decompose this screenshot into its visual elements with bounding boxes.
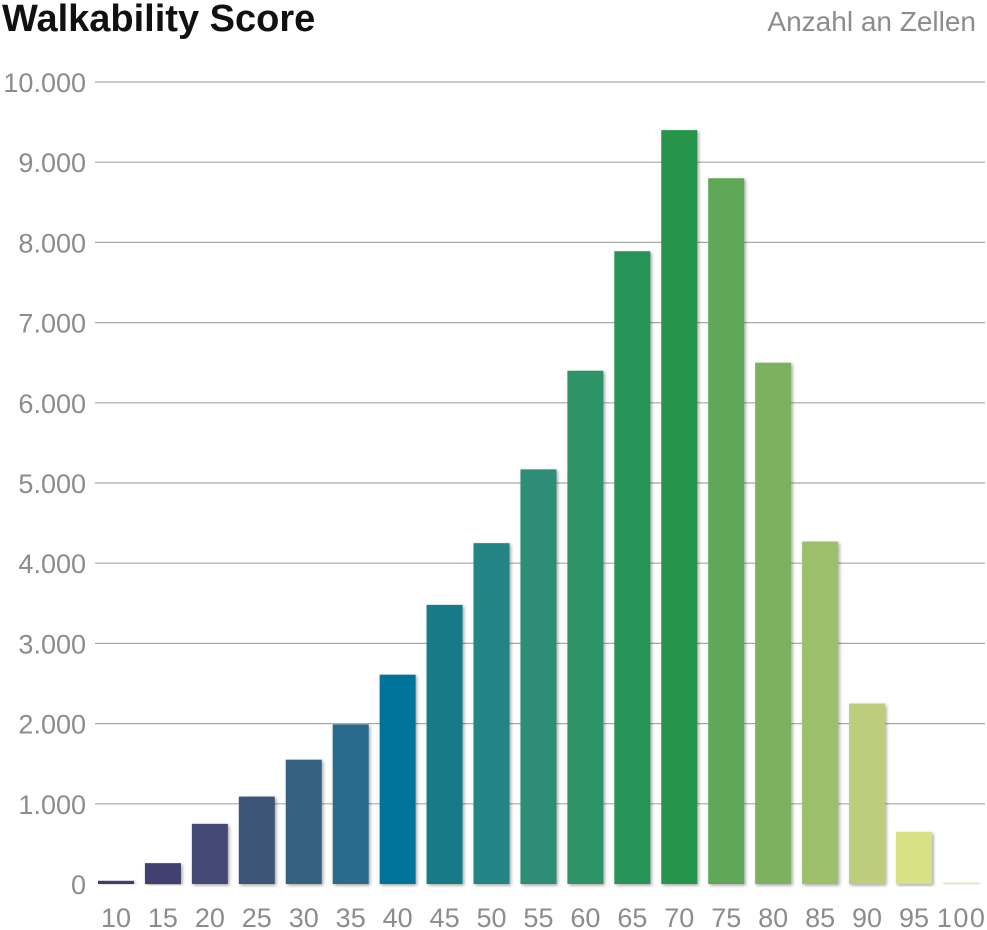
x-tick-label: 100: [937, 903, 985, 930]
bar-35: [332, 724, 369, 884]
y-tick-label: 4.000: [18, 549, 86, 579]
bar-15: [144, 863, 181, 884]
x-tick-label: 95: [899, 903, 929, 930]
x-tick-label: 65: [617, 903, 647, 930]
x-tick-label: 85: [805, 903, 835, 930]
chart-title: Walkability Score: [2, 0, 315, 40]
y-tick-label: 10.000: [3, 68, 86, 98]
bar-85: [802, 541, 839, 884]
y-tick-label: 1.000: [18, 790, 86, 820]
x-tick-label: 45: [430, 903, 460, 930]
bar-25: [238, 796, 275, 884]
y-tick-label: 3.000: [18, 629, 86, 659]
bar-70: [661, 130, 698, 884]
y-tick-label: 6.000: [18, 389, 86, 419]
x-tick-label: 90: [852, 903, 882, 930]
y-tick-label: 0: [71, 870, 86, 900]
bar-80: [755, 362, 792, 884]
bar-75: [708, 178, 745, 885]
x-tick-label: 10: [101, 903, 131, 930]
x-tick-label: 50: [476, 903, 506, 930]
x-tick-label: 20: [195, 903, 225, 930]
y-tick-label: 7.000: [18, 309, 86, 339]
y-tick-label: 2.000: [18, 710, 86, 740]
x-tick-label: 40: [383, 903, 413, 930]
bar-10: [98, 880, 134, 884]
bar-50: [473, 543, 510, 884]
y-tick-label: 8.000: [18, 228, 86, 258]
x-axis-ticks: 10 15 20 25 30 35 40 45 50 55 60 65 70 75 80 85 90 95 100: [101, 903, 985, 930]
x-tick-label: 15: [148, 903, 178, 930]
bar-60: [567, 370, 604, 885]
y-tick-label: 9.000: [18, 148, 86, 178]
x-tick-label: 30: [289, 903, 319, 930]
x-tick-label: 70: [664, 903, 694, 930]
bar-55: [520, 469, 557, 884]
unit-label: Anzahl an Zellen: [767, 6, 976, 37]
x-tick-label: 35: [336, 903, 366, 930]
bar-40: [379, 674, 416, 884]
x-tick-label: 60: [570, 903, 600, 930]
y-axis-ticks: 0 1.000 2.000 3.000 4.000 5.000 6.000 7.000 8.00…: [3, 68, 86, 900]
x-tick-label: 80: [758, 903, 788, 930]
x-tick-label: 55: [523, 903, 553, 930]
bar-20: [191, 823, 228, 884]
bar-65: [614, 251, 651, 885]
bar-45: [426, 604, 463, 884]
x-tick-label: 75: [711, 903, 741, 930]
bar-100: [942, 882, 979, 884]
bar-30: [285, 759, 322, 884]
bar-90: [849, 703, 886, 884]
y-tick-label: 5.000: [18, 469, 86, 499]
bars: [98, 130, 979, 885]
x-tick-label: 25: [242, 903, 272, 930]
bar-95: [895, 831, 932, 884]
